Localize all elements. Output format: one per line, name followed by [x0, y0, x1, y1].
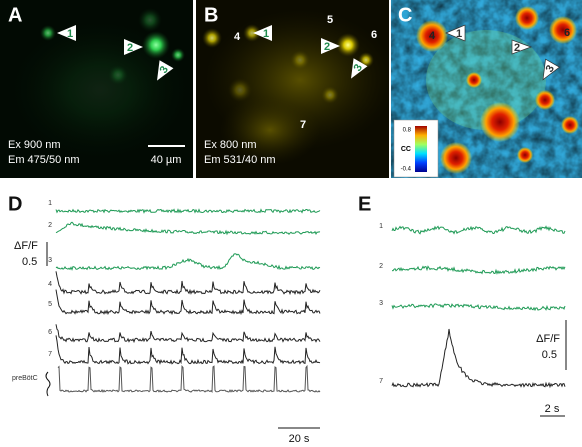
trace-label: 2 — [48, 222, 52, 229]
cell-label: 5 — [327, 14, 333, 26]
marker-label: 3 — [158, 64, 171, 75]
panel-label: D — [8, 193, 22, 215]
scale-value: 0.5 — [542, 349, 557, 361]
arrow — [445, 24, 466, 42]
panel-label: E — [358, 193, 371, 215]
arrow — [57, 25, 76, 41]
trace-label: 4 — [48, 281, 52, 288]
emission: Em 531/40 nm — [204, 154, 276, 166]
trace-label: preBötC — [12, 375, 38, 382]
trace — [55, 208, 321, 214]
arrow — [321, 38, 340, 54]
trace — [57, 364, 321, 394]
trace — [391, 265, 566, 275]
trace-label: 3 — [48, 257, 52, 264]
marker-label: 3 — [544, 63, 557, 74]
trace — [55, 335, 321, 365]
trace-label: 5 — [48, 301, 52, 308]
panel-label: B — [204, 4, 218, 26]
excitation: Ex 900 nm — [8, 139, 61, 151]
panel-a-image — [0, 0, 193, 178]
marker-label: 2 — [514, 42, 520, 54]
trace — [55, 324, 321, 344]
marker-label: 1 — [67, 28, 73, 40]
trace-label: 3 — [379, 300, 383, 307]
arrow — [351, 58, 368, 79]
trace-label: 1 — [48, 200, 52, 207]
scale-label: ΔF/F — [536, 333, 560, 345]
arrow — [124, 39, 143, 55]
trace-label: 7 — [48, 351, 52, 358]
marker-label: 1 — [456, 28, 462, 40]
integral-sign — [45, 371, 51, 397]
cell-label: 4 — [234, 31, 241, 43]
trace — [391, 303, 566, 312]
excitation: Ex 800 nm — [204, 139, 257, 151]
panel-label: C — [398, 4, 412, 26]
trace — [55, 221, 321, 236]
colorbar — [415, 126, 427, 172]
scale-label: 2 s — [545, 403, 560, 415]
trace-label: 2 — [379, 263, 383, 270]
cell-label: 7 — [300, 119, 306, 131]
marker-label: 2 — [127, 42, 133, 54]
scale-label: 40 µm — [151, 154, 182, 166]
scale-label: 20 s — [289, 433, 310, 445]
cell-label: 6 — [564, 27, 570, 39]
trace-label: 1 — [379, 223, 383, 230]
panel-label: A — [8, 4, 22, 26]
colorbar-title: CC — [401, 146, 411, 153]
scale-value: 0.5 — [22, 256, 37, 268]
marker-label: 1 — [263, 28, 269, 40]
marker-label: 3 — [352, 62, 365, 73]
cell-label: 6 — [371, 29, 377, 41]
trace — [55, 289, 321, 316]
panel-b-image — [196, 0, 389, 178]
trace — [55, 271, 321, 296]
emission: Em 475/50 nm — [8, 154, 80, 166]
cell-label: 4 — [429, 30, 436, 42]
arrow — [157, 60, 174, 81]
colorbar-label: -0.4 — [401, 167, 412, 173]
scale-label: ΔF/F — [14, 240, 38, 252]
arrow — [253, 25, 272, 41]
trace — [391, 225, 566, 235]
trace — [391, 328, 566, 389]
colorbar-label: 0.8 — [403, 128, 412, 134]
trace — [55, 253, 321, 271]
trace-label: 7 — [379, 378, 383, 385]
trace-label: 6 — [48, 329, 52, 336]
marker-label: 2 — [324, 41, 330, 53]
arrow — [511, 39, 533, 55]
arrow — [542, 58, 561, 81]
